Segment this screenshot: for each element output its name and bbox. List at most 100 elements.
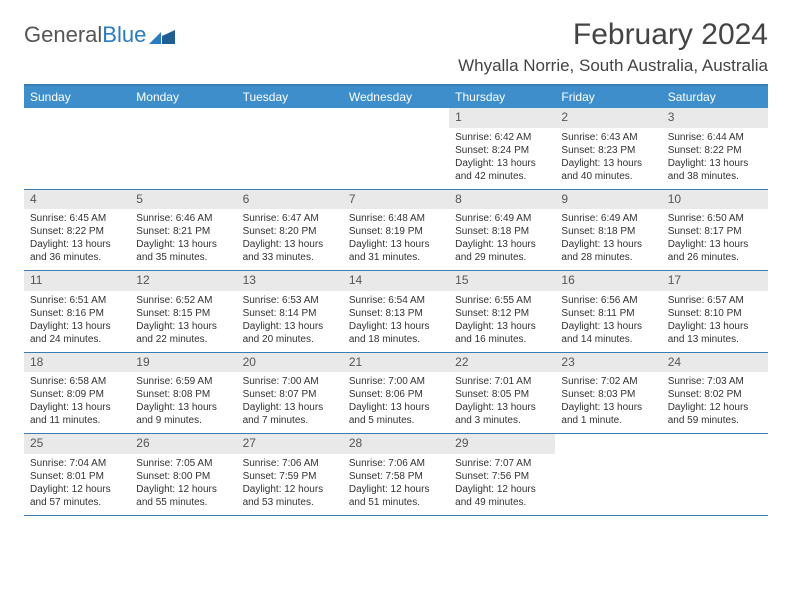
week-row: 25Sunrise: 7:04 AMSunset: 8:01 PMDayligh…	[24, 434, 768, 516]
sunrise-text: Sunrise: 6:44 AM	[668, 131, 762, 144]
logo-text-1: General	[24, 22, 102, 48]
day-cell: 26Sunrise: 7:05 AMSunset: 8:00 PMDayligh…	[130, 434, 236, 515]
day-cell: 20Sunrise: 7:00 AMSunset: 8:07 PMDayligh…	[237, 353, 343, 434]
day-cell: 11Sunrise: 6:51 AMSunset: 8:16 PMDayligh…	[24, 271, 130, 352]
day-cell	[130, 108, 236, 189]
month-title: February 2024	[458, 18, 768, 52]
day-content: Sunrise: 7:06 AMSunset: 7:58 PMDaylight:…	[343, 454, 449, 515]
logo: GeneralBlue	[24, 22, 175, 48]
sunset-text: Sunset: 8:20 PM	[243, 225, 337, 238]
sunset-text: Sunset: 8:23 PM	[561, 144, 655, 157]
day-content: Sunrise: 6:54 AMSunset: 8:13 PMDaylight:…	[343, 291, 449, 352]
sunrise-text: Sunrise: 6:46 AM	[136, 212, 230, 225]
sunrise-text: Sunrise: 7:01 AM	[455, 375, 549, 388]
day-content: Sunrise: 6:53 AMSunset: 8:14 PMDaylight:…	[237, 291, 343, 352]
day-number: 9	[555, 190, 661, 210]
sunset-text: Sunset: 8:08 PM	[136, 388, 230, 401]
day-cell	[24, 108, 130, 189]
sunrise-text: Sunrise: 6:51 AM	[30, 294, 124, 307]
daylight-text: Daylight: 13 hours and 35 minutes.	[136, 238, 230, 264]
sunset-text: Sunset: 8:18 PM	[455, 225, 549, 238]
sunrise-text: Sunrise: 6:55 AM	[455, 294, 549, 307]
sunset-text: Sunset: 8:00 PM	[136, 470, 230, 483]
sunset-text: Sunset: 8:17 PM	[668, 225, 762, 238]
day-content: Sunrise: 6:56 AMSunset: 8:11 PMDaylight:…	[555, 291, 661, 352]
logo-icon	[149, 26, 175, 44]
day-cell: 28Sunrise: 7:06 AMSunset: 7:58 PMDayligh…	[343, 434, 449, 515]
day-content: Sunrise: 6:46 AMSunset: 8:21 PMDaylight:…	[130, 209, 236, 270]
day-cell: 7Sunrise: 6:48 AMSunset: 8:19 PMDaylight…	[343, 190, 449, 271]
day-cell: 18Sunrise: 6:58 AMSunset: 8:09 PMDayligh…	[24, 353, 130, 434]
sunrise-text: Sunrise: 7:00 AM	[349, 375, 443, 388]
day-number: 5	[130, 190, 236, 210]
sunrise-text: Sunrise: 6:42 AM	[455, 131, 549, 144]
sunset-text: Sunset: 8:05 PM	[455, 388, 549, 401]
daylight-text: Daylight: 13 hours and 16 minutes.	[455, 320, 549, 346]
day-header: Wednesday	[343, 86, 449, 108]
daylight-text: Daylight: 12 hours and 53 minutes.	[243, 483, 337, 509]
sunrise-text: Sunrise: 6:53 AM	[243, 294, 337, 307]
sunrise-text: Sunrise: 6:56 AM	[561, 294, 655, 307]
sunset-text: Sunset: 7:58 PM	[349, 470, 443, 483]
title-block: February 2024 Whyalla Norrie, South Aust…	[458, 18, 768, 76]
day-header: Tuesday	[237, 86, 343, 108]
day-content: Sunrise: 7:03 AMSunset: 8:02 PMDaylight:…	[662, 372, 768, 433]
day-number: 26	[130, 434, 236, 454]
day-cell: 16Sunrise: 6:56 AMSunset: 8:11 PMDayligh…	[555, 271, 661, 352]
daylight-text: Daylight: 13 hours and 36 minutes.	[30, 238, 124, 264]
day-cell: 22Sunrise: 7:01 AMSunset: 8:05 PMDayligh…	[449, 353, 555, 434]
day-cell: 9Sunrise: 6:49 AMSunset: 8:18 PMDaylight…	[555, 190, 661, 271]
day-cell: 29Sunrise: 7:07 AMSunset: 7:56 PMDayligh…	[449, 434, 555, 515]
calendar: Sunday Monday Tuesday Wednesday Thursday…	[24, 84, 768, 516]
sunset-text: Sunset: 8:06 PM	[349, 388, 443, 401]
daylight-text: Daylight: 12 hours and 49 minutes.	[455, 483, 549, 509]
daylight-text: Daylight: 12 hours and 51 minutes.	[349, 483, 443, 509]
day-cell: 10Sunrise: 6:50 AMSunset: 8:17 PMDayligh…	[662, 190, 768, 271]
day-cell	[237, 108, 343, 189]
sunrise-text: Sunrise: 7:06 AM	[349, 457, 443, 470]
day-content: Sunrise: 6:59 AMSunset: 8:08 PMDaylight:…	[130, 372, 236, 433]
day-content: Sunrise: 6:50 AMSunset: 8:17 PMDaylight:…	[662, 209, 768, 270]
day-cell: 15Sunrise: 6:55 AMSunset: 8:12 PMDayligh…	[449, 271, 555, 352]
day-number: 15	[449, 271, 555, 291]
day-number: 10	[662, 190, 768, 210]
sunrise-text: Sunrise: 7:05 AM	[136, 457, 230, 470]
day-number: 17	[662, 271, 768, 291]
sunset-text: Sunset: 8:02 PM	[668, 388, 762, 401]
week-row: 11Sunrise: 6:51 AMSunset: 8:16 PMDayligh…	[24, 271, 768, 353]
daylight-text: Daylight: 13 hours and 18 minutes.	[349, 320, 443, 346]
day-content: Sunrise: 6:58 AMSunset: 8:09 PMDaylight:…	[24, 372, 130, 433]
daylight-text: Daylight: 13 hours and 29 minutes.	[455, 238, 549, 264]
day-content: Sunrise: 6:42 AMSunset: 8:24 PMDaylight:…	[449, 128, 555, 189]
day-cell: 25Sunrise: 7:04 AMSunset: 8:01 PMDayligh…	[24, 434, 130, 515]
day-number: 1	[449, 108, 555, 128]
sunrise-text: Sunrise: 6:49 AM	[561, 212, 655, 225]
daylight-text: Daylight: 13 hours and 31 minutes.	[349, 238, 443, 264]
day-cell	[555, 434, 661, 515]
sunrise-text: Sunrise: 7:07 AM	[455, 457, 549, 470]
day-content: Sunrise: 7:01 AMSunset: 8:05 PMDaylight:…	[449, 372, 555, 433]
sunrise-text: Sunrise: 7:06 AM	[243, 457, 337, 470]
daylight-text: Daylight: 13 hours and 38 minutes.	[668, 157, 762, 183]
daylight-text: Daylight: 13 hours and 5 minutes.	[349, 401, 443, 427]
daylight-text: Daylight: 13 hours and 1 minute.	[561, 401, 655, 427]
day-number: 12	[130, 271, 236, 291]
day-header: Thursday	[449, 86, 555, 108]
sunrise-text: Sunrise: 6:58 AM	[30, 375, 124, 388]
sunrise-text: Sunrise: 6:59 AM	[136, 375, 230, 388]
day-number: 20	[237, 353, 343, 373]
day-number: 7	[343, 190, 449, 210]
week-row: 4Sunrise: 6:45 AMSunset: 8:22 PMDaylight…	[24, 190, 768, 272]
day-number: 2	[555, 108, 661, 128]
daylight-text: Daylight: 13 hours and 28 minutes.	[561, 238, 655, 264]
sunset-text: Sunset: 8:10 PM	[668, 307, 762, 320]
sunset-text: Sunset: 8:22 PM	[30, 225, 124, 238]
day-cell: 4Sunrise: 6:45 AMSunset: 8:22 PMDaylight…	[24, 190, 130, 271]
day-number: 25	[24, 434, 130, 454]
day-header-row: Sunday Monday Tuesday Wednesday Thursday…	[24, 86, 768, 108]
day-content: Sunrise: 6:51 AMSunset: 8:16 PMDaylight:…	[24, 291, 130, 352]
day-content: Sunrise: 7:00 AMSunset: 8:06 PMDaylight:…	[343, 372, 449, 433]
day-cell: 1Sunrise: 6:42 AMSunset: 8:24 PMDaylight…	[449, 108, 555, 189]
day-cell	[662, 434, 768, 515]
day-cell: 3Sunrise: 6:44 AMSunset: 8:22 PMDaylight…	[662, 108, 768, 189]
